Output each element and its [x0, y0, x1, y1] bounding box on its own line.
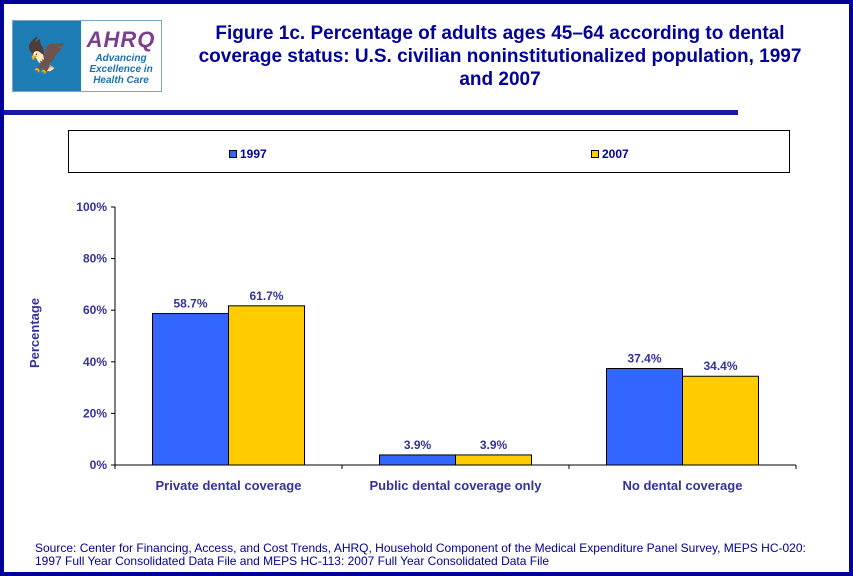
x-tick-label: No dental coverage [623, 478, 743, 493]
bar-2007 [455, 454, 532, 466]
hhs-seal-icon: 🦅 [13, 21, 81, 91]
title-divider [4, 110, 738, 115]
y-tick-label: 60% [83, 303, 107, 317]
y-axis-label: Percentage [27, 298, 42, 368]
legend-swatch [591, 150, 599, 158]
legend-item-1997: 1997 [229, 147, 267, 161]
data-label: 58.7% [173, 297, 207, 311]
data-label: 37.4% [627, 352, 661, 366]
x-tick-label: Public dental coverage only [370, 478, 543, 493]
logo-tagline: Advancing Excellence in Health Care [89, 53, 153, 86]
bar-1997 [152, 313, 229, 466]
source-note: Source: Center for Financing, Access, an… [35, 541, 806, 568]
legend-label: 1997 [240, 147, 267, 161]
data-label: 3.9% [404, 438, 432, 452]
legend-label: 2007 [602, 147, 629, 161]
data-label: 3.9% [480, 438, 508, 452]
bar-1997 [606, 368, 683, 466]
bar-2007 [228, 305, 305, 466]
data-label: 34.4% [703, 359, 737, 373]
ahrq-logo: 🦅 AHRQ Advancing Excellence in Health Ca… [12, 20, 162, 92]
y-tick-label: 0% [90, 458, 108, 472]
legend-item-2007: 2007 [591, 147, 629, 161]
bar-2007 [682, 375, 759, 466]
legend: 1997 2007 [68, 130, 790, 173]
x-tick-label: Private dental coverage [156, 478, 302, 493]
y-tick-label: 80% [83, 252, 107, 266]
y-tick-label: 100% [76, 200, 107, 214]
logo-agency: AHRQ [86, 27, 156, 52]
legend-swatch [229, 150, 237, 158]
data-label: 61.7% [249, 289, 283, 303]
y-tick-label: 40% [83, 355, 107, 369]
chart-title: Figure 1c. Percentage of adults ages 45–… [198, 23, 802, 90]
bar-1997 [379, 454, 456, 466]
y-tick-label: 20% [83, 406, 107, 420]
